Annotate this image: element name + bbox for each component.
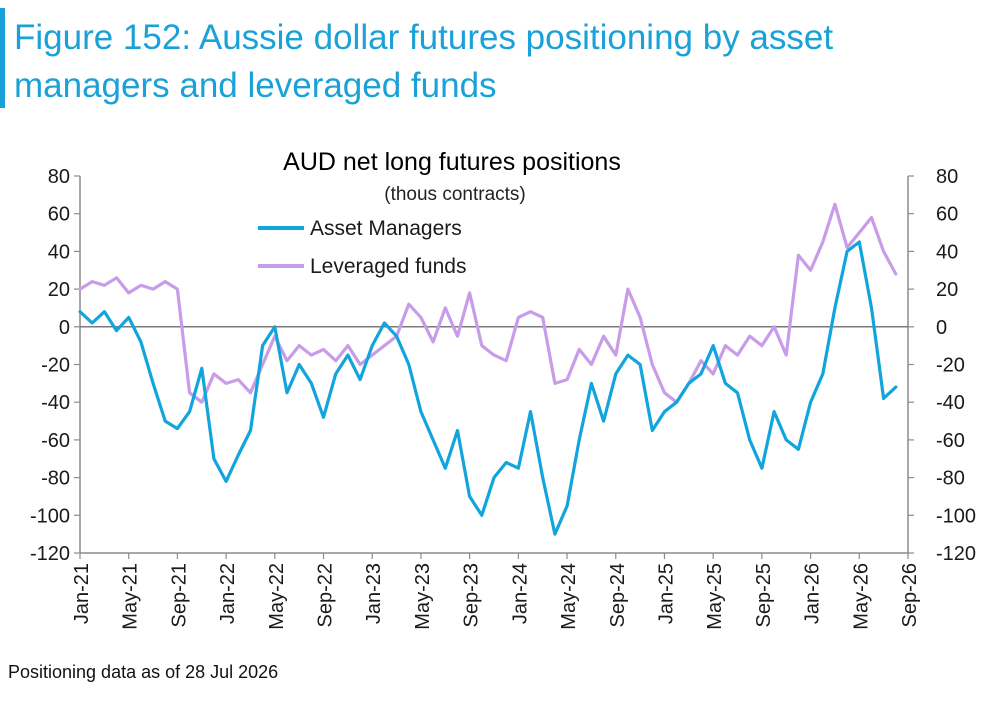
y-tick-label-right: 40 xyxy=(936,241,958,263)
x-tick-label: Sep-25 xyxy=(753,563,775,628)
y-tick-label-right: 0 xyxy=(936,317,947,339)
footnote: Positioning data as of 28 Jul 2026 xyxy=(8,662,279,682)
y-tick-label-left: -120 xyxy=(30,543,70,565)
x-tick-label: Sep-23 xyxy=(461,563,483,628)
y-tick-label-right: -120 xyxy=(936,543,976,565)
axes: 80 80 60 60 40 40 20 20 0 0 -20 -20 -40 -40 -60 -60 -80 -… xyxy=(30,166,976,630)
y-tick-label-right: -40 xyxy=(936,392,965,414)
x-tick-label: Sep-24 xyxy=(607,563,629,628)
y-tick-label-right: 20 xyxy=(936,279,958,301)
legend-label-asset-managers: Asset Managers xyxy=(310,217,462,240)
x-tick-label: Jan-21 xyxy=(71,563,93,624)
x-tick-label: Jan-25 xyxy=(655,563,677,624)
series-line-leveraged-funds xyxy=(78,202,898,404)
y-tick-label-left: -40 xyxy=(41,392,70,414)
figure-title: Figure 152: Aussie dollar futures positi… xyxy=(14,18,834,105)
chart-title: AUD net long futures positions xyxy=(283,148,621,176)
y-tick-label-left: 80 xyxy=(48,166,70,188)
x-tick-label: Jan-24 xyxy=(509,563,531,624)
chart-subtitle: (thous contracts) xyxy=(384,184,526,205)
y-tick-label-left: -100 xyxy=(30,505,70,527)
legend: Asset Managers Leveraged funds xyxy=(258,217,466,278)
x-tick-label: Jan-26 xyxy=(802,563,824,624)
legend-label-leveraged-funds: Leveraged funds xyxy=(310,255,466,278)
y-tick-label-right: 80 xyxy=(936,166,958,188)
x-tick-label: Jan-22 xyxy=(217,563,239,624)
x-tick-label: Sep-26 xyxy=(899,563,921,628)
y-tick-label-left: 0 xyxy=(59,317,70,339)
x-tick-label: Sep-21 xyxy=(168,563,190,628)
x-tick-label: May-22 xyxy=(266,563,288,630)
x-tick-label: May-24 xyxy=(558,563,580,630)
y-tick-label-right: -60 xyxy=(936,430,965,452)
y-tick-label-right: 60 xyxy=(936,204,958,226)
series-lines xyxy=(78,202,898,536)
x-tick-label: May-26 xyxy=(850,563,872,630)
x-tick-label: May-25 xyxy=(704,563,726,630)
y-tick-label-left: -80 xyxy=(41,468,70,490)
y-tick-label-left: -60 xyxy=(41,430,70,452)
y-tick-label-left: -20 xyxy=(41,355,70,377)
title-accent-bar xyxy=(0,8,5,108)
y-tick-label-left: 20 xyxy=(48,279,70,301)
y-tick-label-right: -100 xyxy=(936,505,976,527)
y-tick-label-right: -20 xyxy=(936,355,965,377)
x-tick-label: May-21 xyxy=(120,563,142,630)
x-tick-label: May-23 xyxy=(412,563,434,630)
x-tick-label: Jan-23 xyxy=(363,563,385,624)
y-tick-label-left: 40 xyxy=(48,241,70,263)
y-tick-label-left: 60 xyxy=(48,204,70,226)
series-line-asset-managers xyxy=(78,240,898,536)
x-tick-label: Sep-22 xyxy=(315,563,337,628)
y-tick-label-right: -80 xyxy=(936,468,965,490)
